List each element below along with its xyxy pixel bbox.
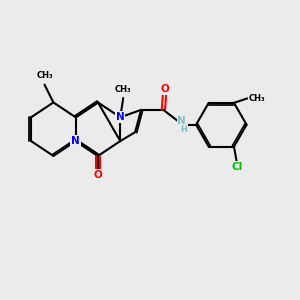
Text: Cl: Cl [231,161,243,172]
Text: O: O [160,84,169,94]
Text: N: N [71,136,80,146]
Text: O: O [94,170,102,180]
Text: N: N [116,112,125,122]
Text: CH₃: CH₃ [115,85,132,94]
Text: CH₃: CH₃ [249,94,266,103]
Text: CH₃: CH₃ [36,71,53,80]
Text: H: H [181,125,188,134]
Text: N: N [177,116,186,126]
